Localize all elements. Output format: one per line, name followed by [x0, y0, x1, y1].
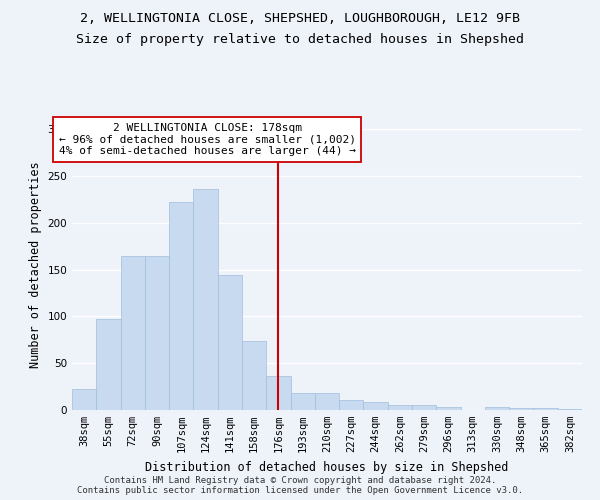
Bar [339, 400, 364, 410]
Y-axis label: Number of detached properties: Number of detached properties [29, 162, 42, 368]
Bar [121, 256, 145, 410]
Bar [242, 341, 266, 410]
Bar [485, 407, 509, 410]
Bar [290, 393, 315, 410]
Text: Size of property relative to detached houses in Shepshed: Size of property relative to detached ho… [76, 32, 524, 46]
Text: 2 WELLINGTONIA CLOSE: 178sqm
← 96% of detached houses are smaller (1,002)
4% of : 2 WELLINGTONIA CLOSE: 178sqm ← 96% of de… [59, 123, 356, 156]
Text: Contains HM Land Registry data © Crown copyright and database right 2024.
Contai: Contains HM Land Registry data © Crown c… [77, 476, 523, 495]
X-axis label: Distribution of detached houses by size in Shepshed: Distribution of detached houses by size … [145, 460, 509, 473]
Bar [436, 407, 461, 410]
Bar [509, 408, 533, 410]
Bar [412, 406, 436, 410]
Bar [145, 256, 169, 410]
Bar [533, 408, 558, 410]
Bar [364, 402, 388, 410]
Bar [193, 189, 218, 410]
Bar [72, 390, 96, 410]
Bar [218, 276, 242, 410]
Text: 2, WELLINGTONIA CLOSE, SHEPSHED, LOUGHBOROUGH, LE12 9FB: 2, WELLINGTONIA CLOSE, SHEPSHED, LOUGHBO… [80, 12, 520, 26]
Bar [388, 406, 412, 410]
Bar [558, 409, 582, 410]
Bar [169, 202, 193, 410]
Bar [266, 376, 290, 410]
Bar [96, 320, 121, 410]
Bar [315, 393, 339, 410]
